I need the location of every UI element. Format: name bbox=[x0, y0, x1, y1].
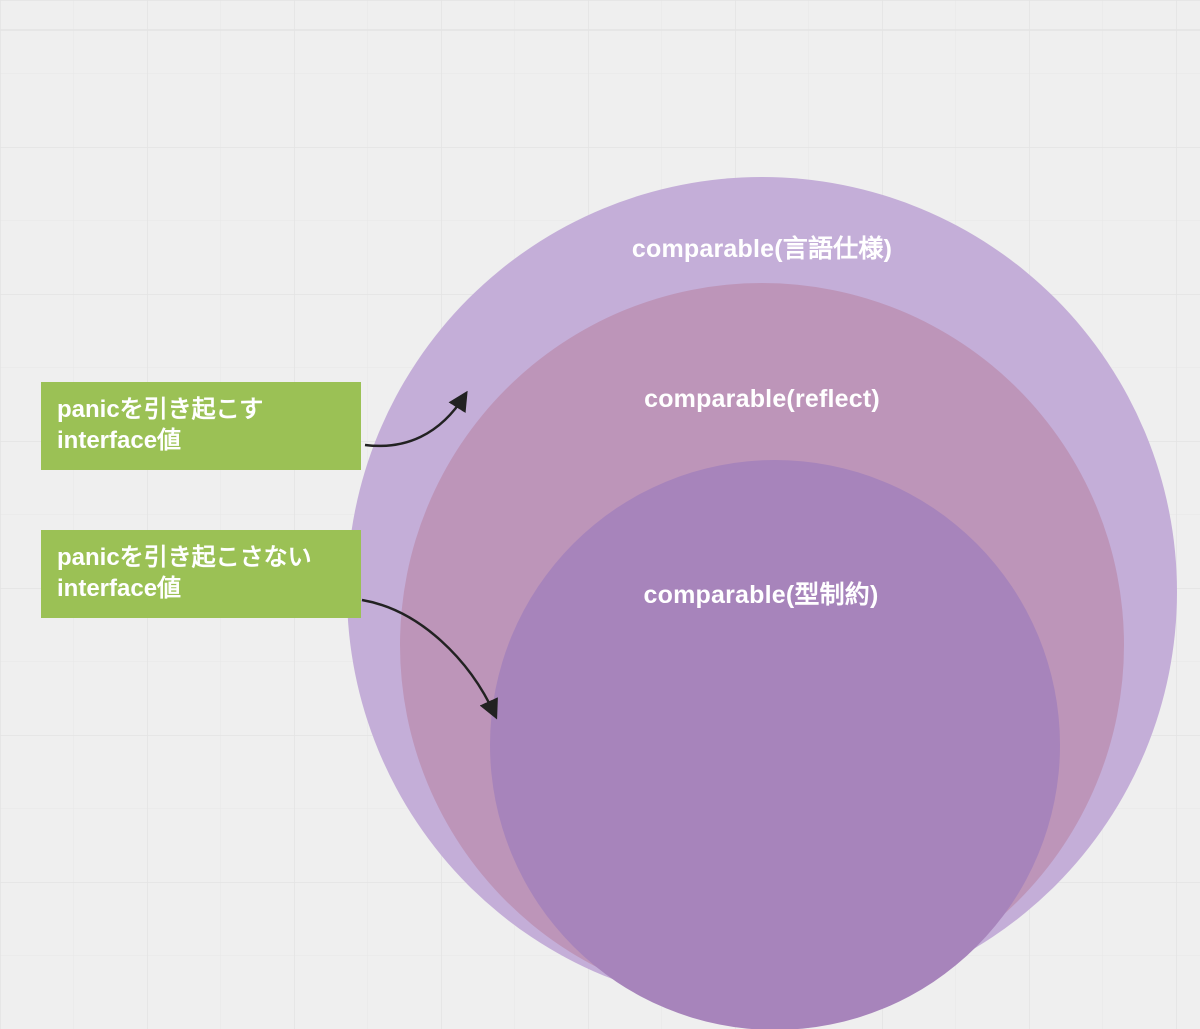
label-middle: comparable(reflect) bbox=[644, 385, 880, 414]
callout-panic-causing: panicを引き起こす interface値 bbox=[41, 382, 361, 470]
label-outer: comparable(言語仕様) bbox=[632, 229, 892, 265]
label-inner: comparable(型制約) bbox=[644, 575, 879, 611]
circle-inner bbox=[490, 460, 1060, 1029]
diagram-canvas: comparable(言語仕様) comparable(reflect) com… bbox=[0, 0, 1200, 1029]
callout-panic-not-causing: panicを引き起こさない interface値 bbox=[41, 530, 361, 618]
